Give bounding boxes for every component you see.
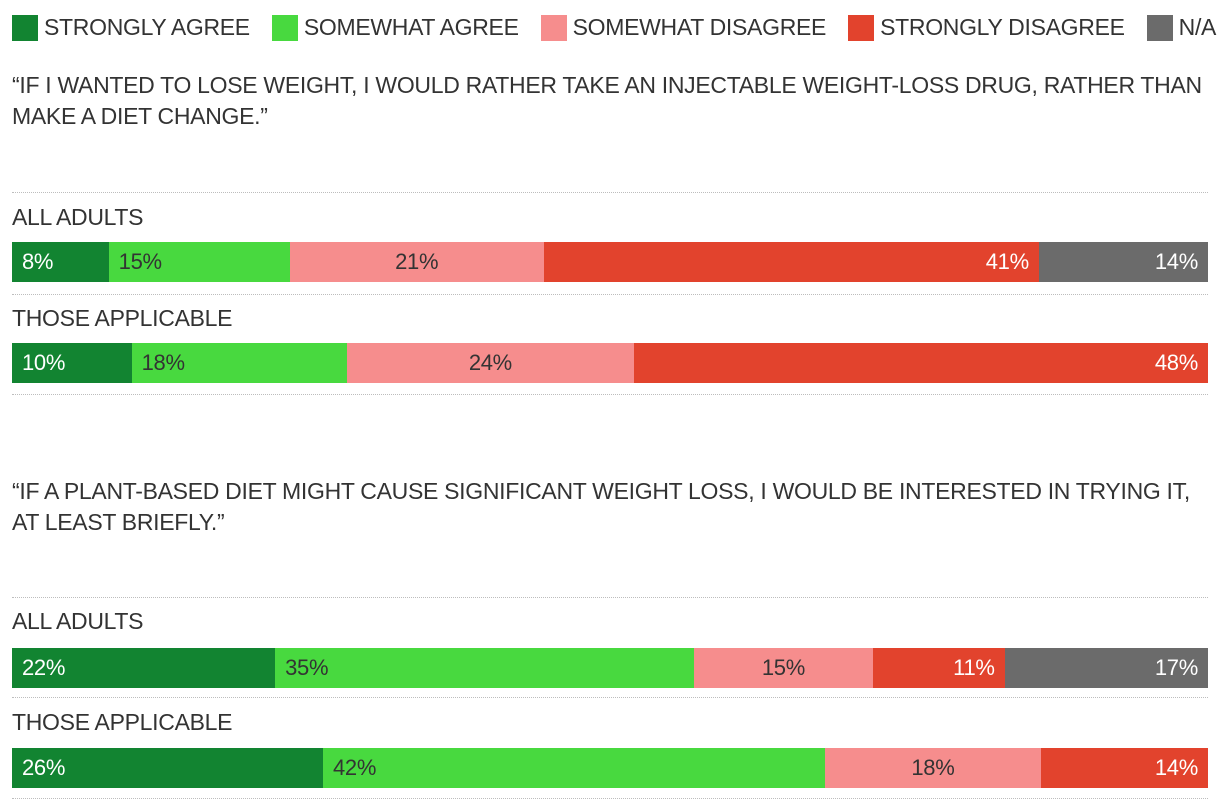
question-text: “IF I WANTED TO LOSE WEIGHT, I WOULD RAT…: [12, 72, 1202, 129]
legend-label: N/A: [1178, 14, 1217, 40]
divider: [12, 394, 1208, 395]
bar-row: 8% 15% 21% 41% 14%: [12, 242, 1209, 282]
data-label: 26%: [22, 755, 66, 780]
bar-segment: [108, 242, 291, 282]
data-label: 18%: [141, 350, 185, 375]
data-label: 18%: [911, 755, 955, 780]
bar-segment: [275, 648, 695, 688]
data-label: 14%: [1154, 755, 1198, 780]
bar-segment: [873, 648, 1006, 688]
divider: [12, 697, 1208, 698]
legend-item: STRONGLY AGREE: [12, 14, 250, 41]
data-label: 48%: [1154, 350, 1198, 375]
data-label: 41%: [985, 249, 1029, 274]
bar-segment: [131, 343, 348, 383]
divider: [12, 597, 1208, 598]
legend-swatch: [271, 14, 298, 41]
group-label: ALL ADULTS: [12, 204, 144, 230]
divider: [12, 294, 1208, 295]
data-label: 17%: [1154, 655, 1198, 680]
bar-segment: [1040, 748, 1209, 788]
bar-row: 22% 35% 15% 11% 17%: [12, 648, 1209, 688]
group-label: THOSE APPLICABLE: [12, 709, 233, 735]
bar-segment: [12, 242, 110, 282]
data-label: 15%: [761, 655, 805, 680]
legend-label: STRONGLY AGREE: [44, 14, 250, 40]
bar-segment: [12, 343, 133, 383]
bar-segment: [543, 242, 1040, 282]
bar-row: 10% 18% 24% 48%: [12, 343, 1209, 383]
data-label: 10%: [22, 350, 66, 375]
legend-swatch: [12, 14, 38, 41]
bar-segment: [322, 748, 826, 788]
legend-swatch: [1146, 14, 1173, 41]
data-label: 14%: [1154, 249, 1198, 274]
legend-item: SOMEWHAT AGREE: [271, 14, 519, 41]
question-text: “IF A PLANT-BASED DIET MIGHT CAUSE SIGNI…: [12, 478, 1190, 535]
data-label: 35%: [285, 655, 329, 680]
data-label: 11%: [953, 655, 995, 680]
data-label: 21%: [395, 249, 439, 274]
bar-segment: [12, 748, 324, 788]
group-label: THOSE APPLICABLE: [12, 305, 233, 331]
legend-label: SOMEWHAT DISAGREE: [572, 14, 827, 40]
bar-segment: [289, 242, 545, 282]
legend-swatch: [848, 14, 875, 41]
divider: [12, 798, 1208, 799]
data-label: 24%: [468, 350, 512, 375]
bar-row: 26% 42% 18% 14%: [12, 748, 1209, 788]
divider: [12, 192, 1208, 193]
bar-segment: [693, 648, 874, 688]
legend: STRONGLY AGREE SOMEWHAT AGREE SOMEWHAT DIS…: [12, 14, 1220, 41]
bar-segment: [825, 748, 1042, 788]
legend-item: STRONGLY DISAGREE: [848, 14, 1125, 41]
legend-item: N/A: [1146, 14, 1217, 41]
bar-segment: [1038, 242, 1209, 282]
bar-segment: [1004, 648, 1209, 688]
data-label: 15%: [118, 249, 162, 274]
bar-segment: [633, 343, 1209, 383]
legend-swatch: [540, 14, 567, 41]
group-label: ALL ADULTS: [12, 608, 144, 634]
bar-segment: [346, 343, 635, 383]
bar-segment: [12, 648, 276, 688]
legend-label: SOMEWHAT AGREE: [303, 14, 519, 40]
data-label: 42%: [332, 755, 377, 780]
data-label: 8%: [22, 249, 54, 274]
data-label: 22%: [22, 655, 66, 680]
legend-item: SOMEWHAT DISAGREE: [540, 14, 827, 41]
legend-label: STRONGLY DISAGREE: [880, 14, 1125, 40]
